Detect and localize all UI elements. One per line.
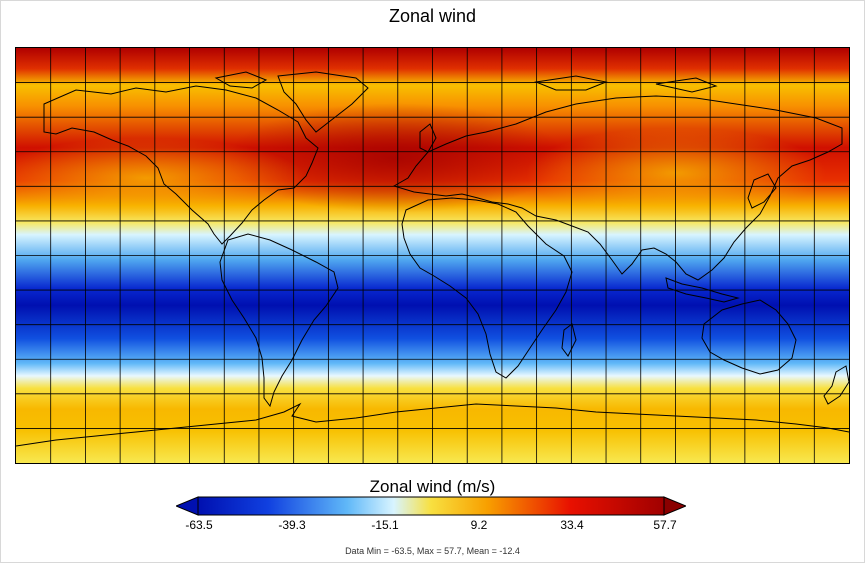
- data-stats: Data Min = -63.5, Max = 57.7, Mean = -12…: [345, 546, 520, 556]
- coast-south-america: [219, 233, 339, 408]
- weak-band-asia: [526, 128, 826, 218]
- map-panel: [15, 47, 850, 464]
- coast-uk: [419, 123, 437, 153]
- colorbar-tick-label: 57.7: [653, 518, 677, 532]
- colorbar-max-arrow: [663, 496, 686, 516]
- colorbar-tick-label: -39.3: [278, 518, 306, 532]
- colorbar-tick-label: 33.4: [560, 518, 584, 532]
- coast-arctic-islands: [214, 71, 718, 93]
- coast-greenland: [277, 71, 369, 133]
- chart-title: Zonal wind: [388, 6, 477, 26]
- colorbar-title: Zonal wind (m/s): [369, 477, 496, 496]
- coast-antarctica: [16, 402, 849, 447]
- weak-band-pacific: [16, 138, 306, 218]
- colorbar-tick-label: -63.5: [185, 518, 213, 532]
- jet-core-atlantic: [226, 103, 566, 213]
- coast-madagascar: [561, 323, 577, 357]
- wind-map: [16, 48, 849, 463]
- colorbar-gradient: [197, 496, 665, 516]
- coast-australia: [701, 299, 797, 375]
- coast-indonesia: [665, 277, 740, 303]
- colorbar-tick-label: -15.1: [371, 518, 399, 532]
- coast-north-america: [43, 85, 319, 245]
- coast-africa: [401, 197, 573, 379]
- colorbar: [176, 496, 686, 516]
- lat-lon-grid: [16, 48, 849, 463]
- coast-europe-asia: [392, 95, 843, 281]
- coast-japan: [747, 173, 777, 209]
- colorbar-min-arrow: [176, 496, 199, 516]
- coast-new-zealand: [823, 365, 849, 405]
- colorbar-tick-label: 9.2: [470, 518, 488, 532]
- coastlines: [16, 71, 849, 447]
